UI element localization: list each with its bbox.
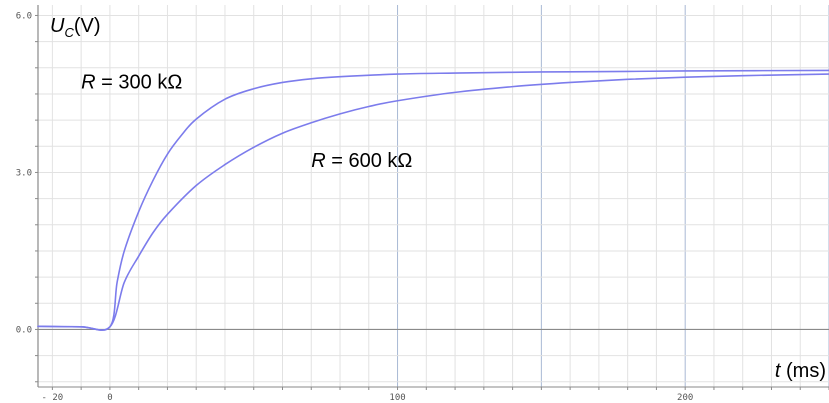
- x-axis-symbol: t: [775, 360, 782, 382]
- y-tick-label: 0.0: [16, 325, 32, 335]
- y-axis-label: UC(V): [50, 15, 101, 40]
- grid: [38, 5, 829, 387]
- y-axis-unit: (V): [74, 15, 101, 37]
- axes: [35, 5, 829, 390]
- series-label-value: = 600 kΩ: [326, 150, 413, 172]
- series-line-1: [37, 69, 829, 331]
- annotations: R = 300 kΩR = 600 kΩ: [81, 72, 412, 172]
- x-axis-label: t (ms): [775, 360, 826, 382]
- series-label-1: R = 300 kΩ: [81, 72, 182, 94]
- y-tick-label: 3.0: [16, 168, 32, 178]
- series-label-symbol: R: [311, 150, 325, 172]
- series-layer: [37, 69, 829, 331]
- series-label-symbol: R: [81, 72, 95, 94]
- series-line-2: [37, 73, 829, 331]
- series-label-value: = 300 kΩ: [96, 72, 183, 94]
- series-label-2: R = 600 kΩ: [311, 150, 412, 172]
- y-axis-subscript: C: [64, 25, 74, 40]
- x-tick-label: 100: [389, 393, 405, 403]
- tick-labels: 0.0 3.0 6.0 - 20 0 100 200: [16, 11, 694, 403]
- x-tick-label: 200: [677, 393, 693, 403]
- x-tick-label: - 20: [42, 393, 64, 403]
- x-axis-unit: (ms): [780, 360, 826, 382]
- y-axis-symbol: U: [50, 15, 65, 37]
- y-tick-label: 6.0: [16, 11, 32, 21]
- x-tick-label: 0: [107, 393, 112, 403]
